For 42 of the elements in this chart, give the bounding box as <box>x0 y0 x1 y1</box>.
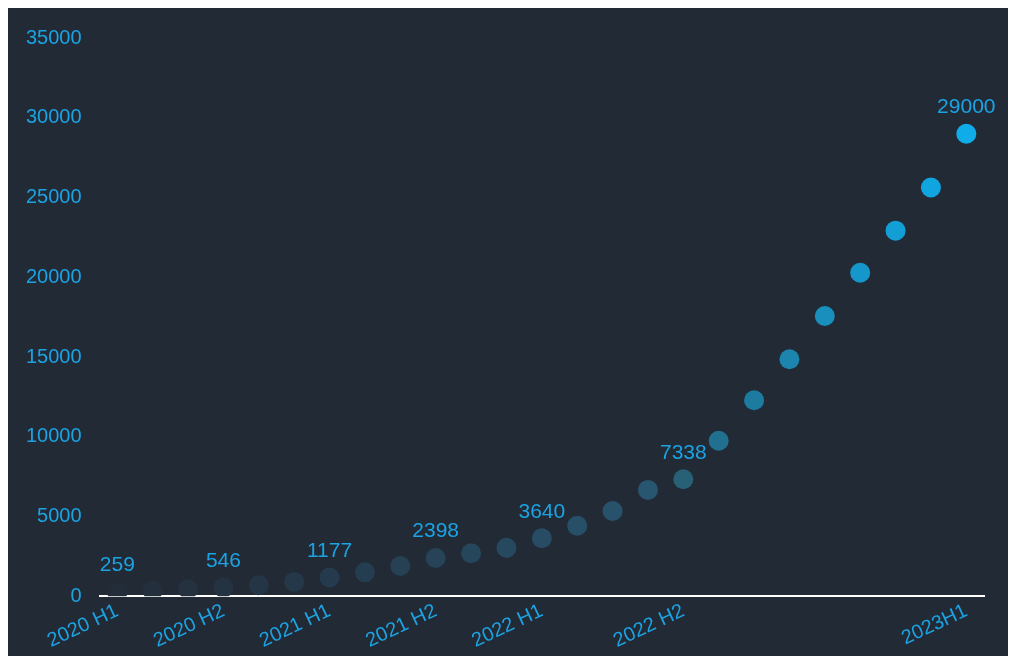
y-tick-label: 35000 <box>25 25 82 48</box>
point <box>885 220 906 241</box>
point <box>602 500 623 521</box>
point <box>425 548 446 569</box>
data-label: 29000 <box>937 94 996 117</box>
point <box>248 575 269 596</box>
y-tick-label: 10000 <box>25 424 82 447</box>
point <box>354 562 375 583</box>
point <box>531 528 552 549</box>
point <box>390 555 411 576</box>
x-tick-label: 2022 H1 <box>467 598 546 651</box>
point <box>850 262 871 283</box>
y-tick-label: 5000 <box>37 504 82 527</box>
point <box>567 515 588 536</box>
point <box>461 543 482 564</box>
data-label: 3640 <box>518 498 566 522</box>
y-tick-label: 20000 <box>25 264 82 287</box>
x-tick-label: 2021 H2 <box>361 598 440 651</box>
point <box>178 579 199 597</box>
data-label: 2398 <box>412 518 460 542</box>
point <box>319 567 340 588</box>
data-label: 259 <box>99 552 135 576</box>
point <box>496 537 517 558</box>
point <box>637 479 658 500</box>
point <box>814 306 835 327</box>
point <box>956 123 977 144</box>
x-tick-label: 2022 H2 <box>609 598 688 651</box>
point <box>744 390 765 411</box>
y-tick-label: 25000 <box>25 185 82 208</box>
point <box>213 577 234 597</box>
x-tick-label: 2020 H2 <box>149 598 228 651</box>
x-tick-label: 2021 H1 <box>255 598 334 651</box>
point <box>779 349 800 370</box>
y-tick-label: 0 <box>70 583 82 606</box>
data-label: 1177 <box>306 537 353 561</box>
y-tick-label: 30000 <box>25 105 82 128</box>
point <box>673 469 694 490</box>
point <box>920 177 941 198</box>
point <box>708 430 729 451</box>
data-label: 546 <box>205 547 241 571</box>
data-label: 7338 <box>659 439 707 463</box>
y-tick-label: 15000 <box>25 344 82 367</box>
